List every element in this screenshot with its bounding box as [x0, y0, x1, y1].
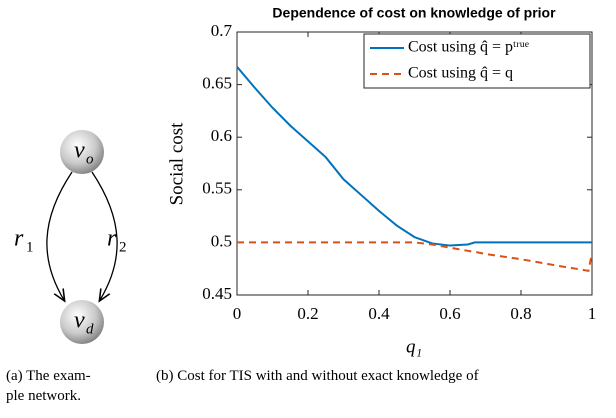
- y-tick-label: 0.45: [202, 284, 232, 303]
- chart: Dependence of cost on knowledge of prior…: [166, 5, 596, 358]
- y-tick-label: 0.5: [211, 231, 232, 250]
- caption-a: (a) The exam- ple network.: [6, 366, 91, 406]
- figure: v o v d r 1 r 2 Dependence of cost on kn…: [0, 0, 616, 372]
- legend-label: Cost using q̂ = q: [408, 65, 513, 82]
- y-tick-label: 0.55: [202, 179, 232, 198]
- caption-line: ple network.: [6, 386, 91, 406]
- legend-label: Cost using q̂ = pᵗʳᵘᵉ: [408, 39, 529, 56]
- x-tick-label: 1: [588, 304, 597, 323]
- y-tick-label: 0.7: [211, 21, 233, 40]
- node-label: v: [74, 138, 85, 164]
- chart-title: Dependence of cost on knowledge of prior: [272, 5, 556, 21]
- edge-subscript: 2: [119, 239, 127, 255]
- x-tick-label: 0.8: [510, 304, 531, 323]
- caption-line: (b) Cost for TIS with and without exact …: [156, 366, 479, 386]
- edge-label: r: [107, 226, 117, 252]
- x-tick-label: 0.4: [368, 304, 390, 323]
- node-subscript: o: [86, 151, 94, 167]
- edge-subscript: 1: [26, 239, 34, 255]
- series-line: [237, 242, 592, 270]
- x-tick-label: 0.2: [297, 304, 318, 323]
- caption-line: (a) The exam-: [6, 366, 91, 386]
- edge-label: r: [14, 226, 24, 252]
- y-tick-label: 0.65: [202, 74, 232, 93]
- node-subscript: d: [86, 321, 94, 337]
- y-tick-label: 0.6: [211, 126, 232, 145]
- series-line: [237, 67, 592, 246]
- network-diagram: v o v d r 1 r 2: [14, 130, 127, 344]
- x-tick-label: 0.6: [439, 304, 460, 323]
- page: v o v d r 1 r 2 Dependence of cost on kn…: [0, 0, 616, 418]
- edge: [47, 172, 72, 300]
- legend: Cost using q̂ = pᵗʳᵘᵉ Cost using q̂ = q: [364, 34, 590, 88]
- caption-b: (b) Cost for TIS with and without exact …: [156, 366, 479, 386]
- node-label: v: [74, 308, 85, 334]
- x-tick-label: 0: [233, 304, 242, 323]
- y-axis-label: Social cost: [166, 122, 187, 206]
- x-axis-label: q₁: [406, 336, 422, 357]
